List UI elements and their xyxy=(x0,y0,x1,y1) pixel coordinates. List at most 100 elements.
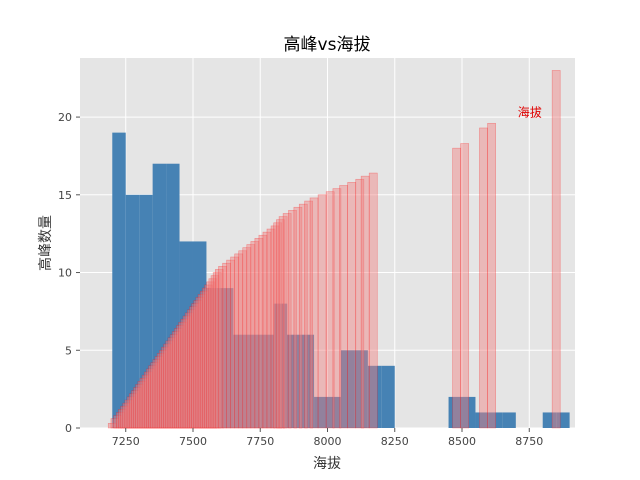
elevation-bar xyxy=(246,244,256,429)
elevation-bar xyxy=(298,203,308,429)
elevation-bar xyxy=(250,241,260,429)
elevation-bar xyxy=(242,247,252,429)
elevation-bar xyxy=(199,290,209,429)
elevation-bar xyxy=(226,259,235,429)
elevation-bar xyxy=(282,213,292,429)
histogram-bar xyxy=(179,241,193,428)
elevation-bar xyxy=(332,188,342,429)
histogram-bar xyxy=(327,396,341,428)
x-tick-label: 7750 xyxy=(246,435,274,448)
elevation-bar xyxy=(141,374,151,429)
elevation-bar xyxy=(368,172,378,429)
histogram-bar xyxy=(139,194,153,428)
elevation-bar xyxy=(137,381,147,429)
elevation-bar xyxy=(202,287,211,429)
elevation-bar xyxy=(262,231,272,429)
elevation-bar xyxy=(161,346,170,429)
elevation-bar xyxy=(131,390,140,429)
elevation-bar xyxy=(460,143,470,429)
histogram-bar xyxy=(556,412,570,428)
elevation-bar xyxy=(135,384,145,429)
elevation-bar xyxy=(169,334,179,429)
histogram-bar xyxy=(542,412,557,428)
y-tick-label: 0 xyxy=(65,422,72,435)
elevation-bar xyxy=(146,368,155,429)
elevation-bar xyxy=(154,356,164,429)
elevation-bar xyxy=(266,228,276,429)
histogram-bar xyxy=(192,241,207,428)
elevation-bar xyxy=(212,272,222,429)
y-axis-ticks: 0 5 10 15 20 xyxy=(58,111,80,435)
elevation-bar xyxy=(148,365,157,429)
elevation-bar xyxy=(234,253,244,429)
histogram-bar xyxy=(152,163,167,428)
x-axis-ticks: 7250 7500 7750 8000 8250 8500 8750 xyxy=(112,428,543,448)
elevation-bar xyxy=(197,294,207,429)
elevation-bar xyxy=(210,275,220,429)
elevation-bar xyxy=(107,423,117,429)
elevation-bar xyxy=(120,405,129,429)
elevation-bar xyxy=(355,178,365,429)
elevation-bar xyxy=(479,127,488,429)
histogram-bar xyxy=(340,350,355,428)
elevation-bar xyxy=(215,269,224,429)
histogram-bar xyxy=(206,288,220,428)
histogram-bar xyxy=(475,412,489,428)
histogram-bar xyxy=(448,396,463,428)
histogram-bar xyxy=(112,132,126,429)
elevation-bar xyxy=(208,278,218,429)
elevation-bar xyxy=(360,175,370,429)
elevation-bar xyxy=(204,284,213,429)
histogram-series xyxy=(112,132,570,429)
elevation-bar xyxy=(273,222,283,429)
elevation-bar xyxy=(118,409,127,429)
elevation-bar xyxy=(304,200,314,429)
histogram-bar xyxy=(166,163,180,428)
elevation-bar xyxy=(278,216,288,429)
elevation-bar xyxy=(133,387,142,429)
elevation-bar xyxy=(551,70,561,429)
elevation-bar xyxy=(254,238,264,429)
elevation-bar xyxy=(171,331,181,429)
histogram-bar xyxy=(488,412,503,428)
y-tick-label: 10 xyxy=(58,267,72,280)
elevation-bar-series xyxy=(107,70,561,429)
elevation-bar xyxy=(182,315,192,429)
y-axis-label: 高峰数量 xyxy=(37,215,54,271)
elevation-bar xyxy=(325,191,335,429)
elevation-bar xyxy=(163,343,173,429)
y-tick-label: 15 xyxy=(58,189,72,202)
y-tick-label: 20 xyxy=(58,111,72,124)
elevation-bar xyxy=(178,321,188,429)
elevation-bar xyxy=(288,210,297,429)
elevation-bar xyxy=(156,353,166,429)
elevation-bar xyxy=(270,225,280,429)
histogram-bar xyxy=(219,288,234,428)
elevation-bar xyxy=(191,303,201,429)
elevation-bar xyxy=(195,297,205,429)
elevation-bar xyxy=(124,399,134,429)
histogram-bar xyxy=(381,365,395,428)
elevation-bar xyxy=(110,418,120,429)
histogram-bar xyxy=(287,334,301,428)
elevation-bar xyxy=(113,415,122,429)
elevation-bar xyxy=(150,362,160,429)
elevation-bar xyxy=(143,371,153,429)
histogram-bar xyxy=(462,396,476,428)
elevation-bar xyxy=(193,300,203,429)
elevation-bar xyxy=(152,359,162,429)
elevation-bar xyxy=(293,206,303,429)
annotation-label: 海拔 xyxy=(518,104,542,119)
elevation-bar xyxy=(222,262,231,429)
elevation-bar xyxy=(347,182,357,429)
histogram-bar xyxy=(354,350,368,428)
elevation-bar xyxy=(167,337,177,429)
x-tick-label: 8750 xyxy=(515,435,543,448)
elevation-bar xyxy=(116,412,125,429)
elevation-bar xyxy=(128,393,138,429)
histogram-bar xyxy=(300,334,315,428)
elevation-bar xyxy=(159,349,168,429)
elevation-bar xyxy=(206,281,216,429)
y-tick-label: 5 xyxy=(65,344,72,357)
